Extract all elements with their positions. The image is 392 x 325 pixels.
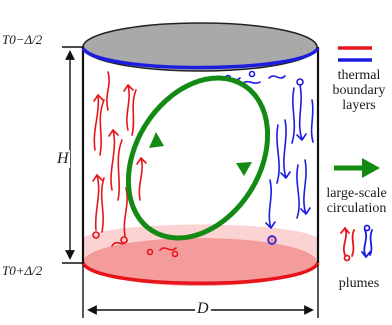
legend-plumes-swatch <box>340 224 373 262</box>
height-label: H <box>56 150 70 168</box>
top-temperature-label: T0−Δ/2 <box>2 32 43 47</box>
legend-plumes-label: plumes <box>338 276 380 291</box>
cold-plume-tip <box>267 235 277 245</box>
legend-circulation-label: large-scale circulation <box>326 186 387 216</box>
top-plate <box>81 22 320 72</box>
legend-circulation-swatch <box>334 158 380 178</box>
bottom-temperature-label: T0+Δ/2 <box>2 263 43 278</box>
height-dimension <box>62 46 84 264</box>
cylinder-walls <box>81 47 320 263</box>
hot-plumes <box>92 71 179 258</box>
diameter-label: D <box>195 300 211 318</box>
legend-thermal-swatch <box>338 46 372 62</box>
large-scale-circulation <box>125 75 271 241</box>
bottom-plate <box>81 224 320 286</box>
legend-thermal-label: thermal boundary layers <box>332 68 386 113</box>
